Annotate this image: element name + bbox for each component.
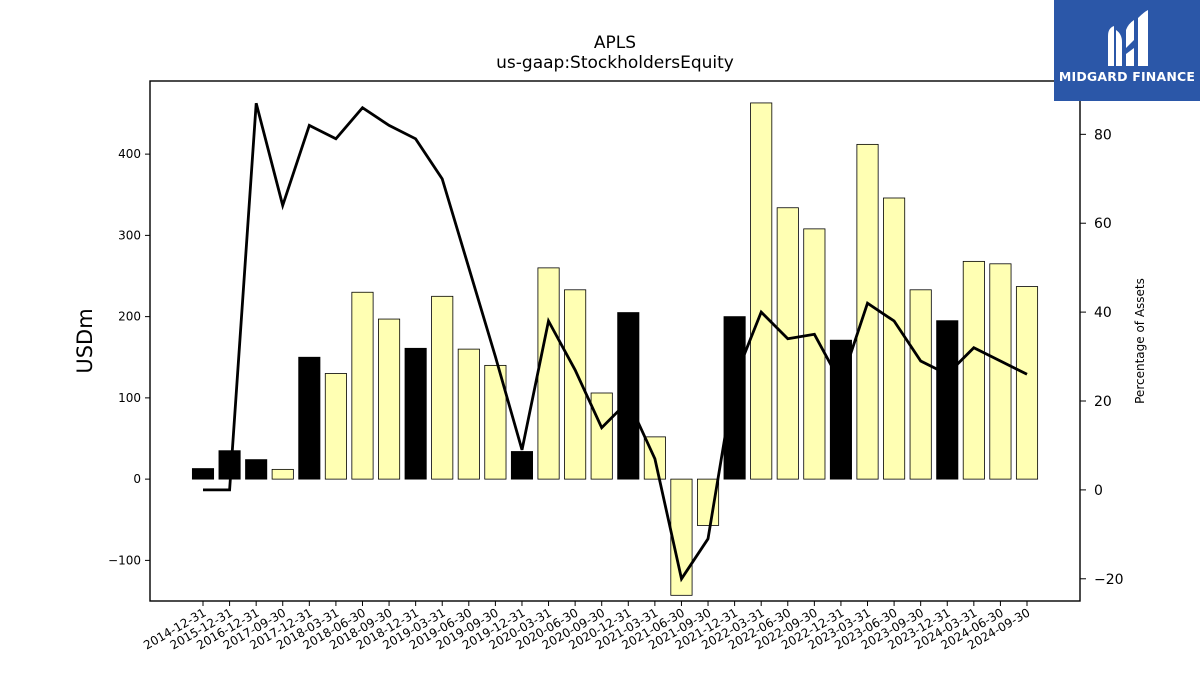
bar	[431, 295, 454, 480]
x-axis: 2014-12-312015-12-312016-12-312017-09-30…	[141, 601, 1033, 652]
y-tick-label: −100	[108, 553, 141, 567]
bar	[484, 364, 507, 480]
y-tick-label: 0	[133, 472, 141, 486]
y-tick-label: 200	[118, 310, 141, 324]
bar	[351, 291, 374, 480]
bars	[191, 102, 1039, 596]
bar	[245, 459, 268, 480]
bar	[776, 207, 799, 480]
bar	[191, 468, 215, 480]
y2-axis-label: Percentage of Assets	[1133, 278, 1147, 404]
chart-title: APLS	[594, 33, 636, 53]
y2-tick-label: 20	[1094, 394, 1112, 410]
y2-tick-label: 0	[1094, 483, 1103, 499]
bar	[723, 316, 746, 480]
y-axis-label: USDm	[73, 308, 97, 373]
chart-subtitle: us-gaap:StockholdersEquity	[496, 53, 734, 73]
bar	[962, 260, 985, 480]
brand-logo: MIDGARD FINANCE	[1054, 0, 1200, 101]
left-axis: −100 0 100 200 300 400	[108, 147, 150, 567]
bar	[404, 347, 427, 480]
bar	[564, 289, 587, 480]
bar	[803, 228, 826, 480]
y2-tick-label: 80	[1094, 127, 1112, 143]
y2-tick-label: −20	[1094, 572, 1124, 588]
bar	[883, 197, 906, 480]
bar	[989, 263, 1012, 480]
bar	[590, 392, 613, 480]
y2-tick-label: 60	[1094, 216, 1112, 232]
percentage-line	[203, 102, 1028, 583]
bar	[378, 318, 401, 480]
bar	[750, 102, 773, 480]
bar	[856, 143, 879, 480]
y-tick-label: 400	[118, 147, 141, 161]
bar	[909, 289, 932, 480]
bar	[271, 468, 294, 480]
bar	[1015, 286, 1039, 480]
bar	[670, 478, 693, 596]
y-tick-label: 100	[118, 391, 141, 405]
bar	[936, 320, 959, 480]
bar	[298, 356, 321, 480]
bar	[537, 267, 560, 480]
bar	[457, 348, 480, 480]
bar	[324, 373, 347, 480]
line-layer	[203, 102, 1028, 583]
bar	[617, 312, 640, 480]
y-tick-label: 300	[118, 228, 141, 242]
plot-frame	[149, 80, 1081, 602]
y2-tick-label: 40	[1094, 305, 1112, 321]
logo-mark-icon	[1108, 10, 1148, 66]
logo-text: MIDGARD FINANCE	[1058, 69, 1196, 84]
right-axis: −20 0 20 40 60 80	[1080, 127, 1124, 588]
bar	[510, 451, 533, 480]
